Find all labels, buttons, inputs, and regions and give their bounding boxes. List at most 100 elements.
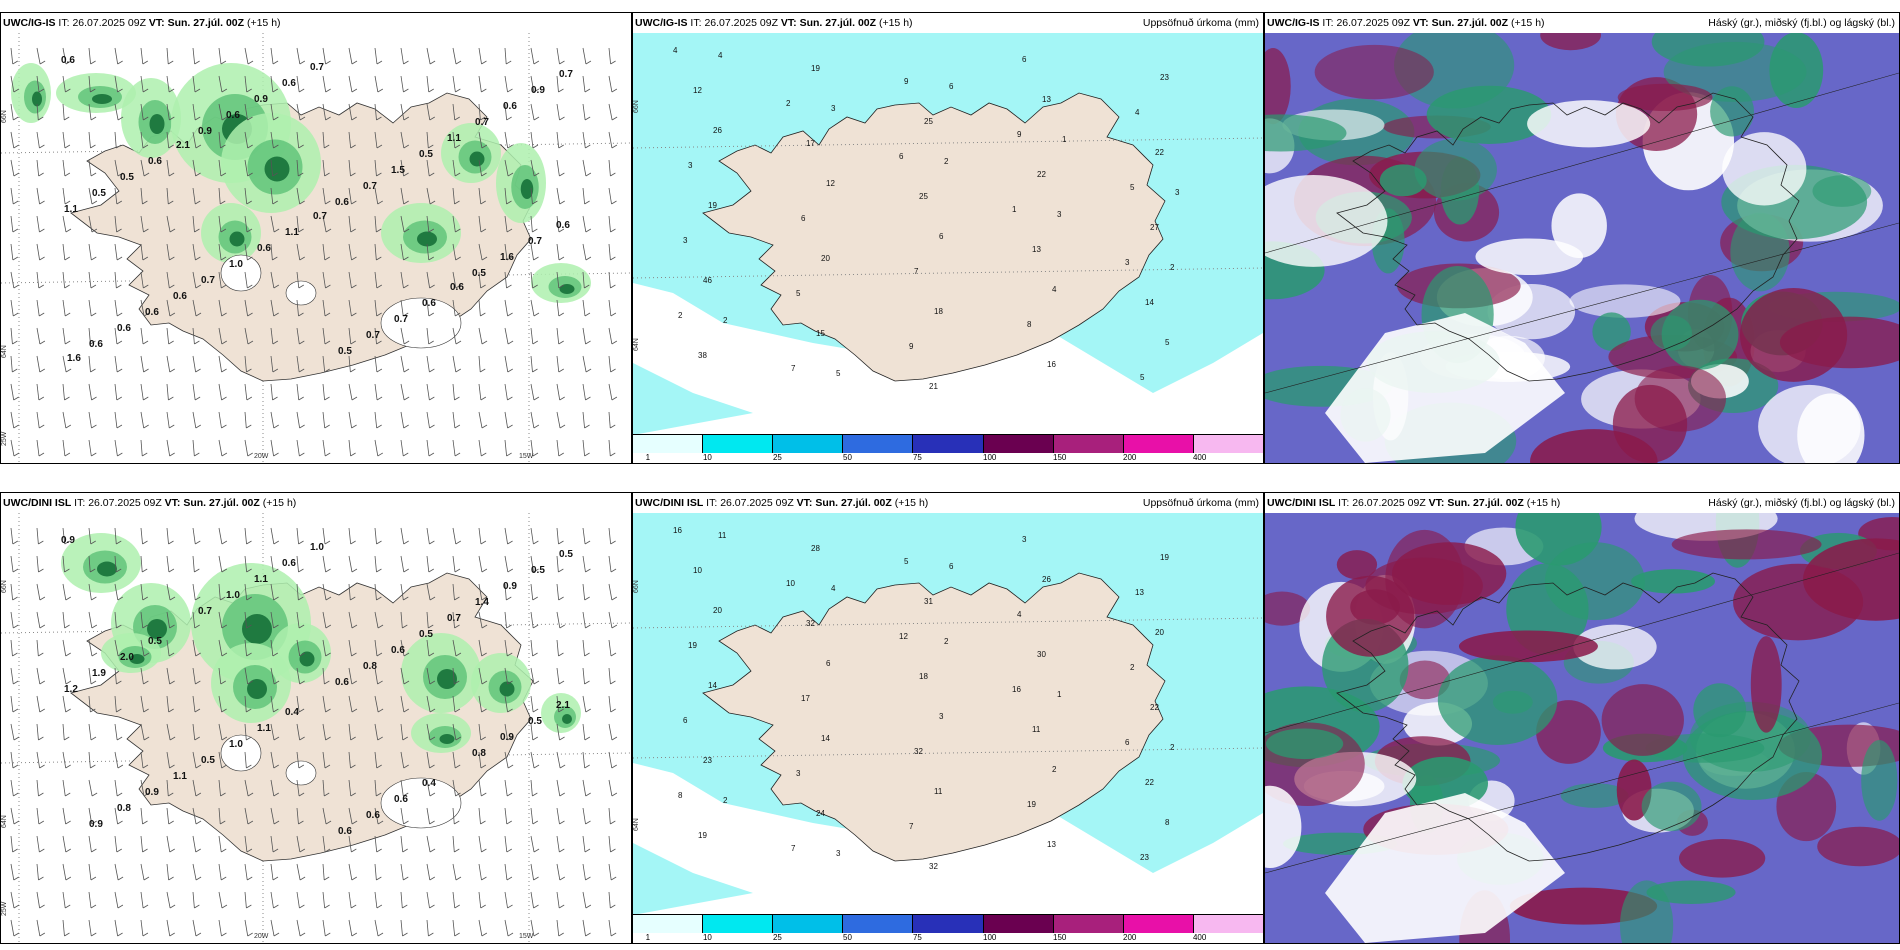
precip-value: 0.7 bbox=[447, 613, 461, 624]
precip-value: 6 bbox=[683, 716, 688, 725]
precip-value: 5 bbox=[904, 557, 909, 566]
panel-header: UWC/DINI ISL IT: 26.07.2025 09Z VT: Sun.… bbox=[1265, 493, 1899, 513]
iceland-landmass bbox=[702, 92, 1166, 382]
precip-value: 0.5 bbox=[472, 268, 486, 279]
lead-time: (+15 h) bbox=[262, 497, 297, 509]
precip-value: 22 bbox=[1155, 148, 1164, 157]
precip-value: 1.5 bbox=[391, 165, 405, 176]
it-label: IT: bbox=[1322, 17, 1334, 29]
lead-time: (+15 h) bbox=[1526, 497, 1561, 509]
iceland-outline bbox=[1336, 572, 1800, 862]
legend-tick-label: 25 bbox=[772, 453, 782, 462]
precip-value: 0.9 bbox=[531, 85, 545, 96]
legend-swatch bbox=[843, 435, 914, 453]
precip-value: 46 bbox=[703, 276, 712, 285]
precip-value: 25 bbox=[924, 117, 933, 126]
precip-value: 2 bbox=[1170, 263, 1175, 272]
lead-time: (+15 h) bbox=[246, 17, 281, 29]
precip-value: 13 bbox=[1042, 95, 1051, 104]
precip-color-legend bbox=[633, 434, 1263, 453]
map-panel-cloud-row1: UWC/IG-IS IT: 26.07.2025 09Z VT: Sun. 27… bbox=[1264, 12, 1900, 464]
legend-tick-label: 100 bbox=[983, 453, 997, 462]
cloud-map bbox=[1265, 33, 1899, 463]
precip-value: 0.6 bbox=[391, 645, 405, 656]
precip-value: 8 bbox=[678, 791, 683, 800]
precip-value: 3 bbox=[796, 769, 801, 778]
iceland-landmass bbox=[702, 572, 1166, 862]
legend-swatch bbox=[773, 435, 844, 453]
legend-swatch bbox=[1193, 915, 1263, 933]
precip-value: 23 bbox=[703, 756, 712, 765]
lat-label-66n: 66N bbox=[633, 580, 640, 593]
legend-tick-label: 10 bbox=[702, 453, 712, 462]
legend-swatch bbox=[1053, 435, 1124, 453]
precip-value: 28 bbox=[811, 544, 820, 553]
precip-value: 3 bbox=[836, 849, 841, 858]
map-panel-wind-precip-row2: UWC/DINI ISL IT: 26.07.2025 09Z VT: Sun.… bbox=[0, 492, 632, 944]
precip-value: 0.7 bbox=[201, 275, 215, 286]
map-panel-precip-row1: UWC/IG-IS IT: 26.07.2025 09Z VT: Sun. 27… bbox=[632, 12, 1264, 464]
precip-value: 0.5 bbox=[419, 149, 433, 160]
precip-value: 31 bbox=[924, 597, 933, 606]
precip-value: 6 bbox=[949, 562, 954, 571]
precip-value: 0.7 bbox=[475, 117, 489, 128]
precip-value: 21 bbox=[929, 382, 938, 391]
precip-value: 0.7 bbox=[363, 181, 377, 192]
precip-value: 0.7 bbox=[366, 330, 380, 341]
lon-label-15w: 15W bbox=[519, 933, 534, 940]
legend-swatch bbox=[1123, 915, 1194, 933]
legend-swatch bbox=[1123, 435, 1194, 453]
precip-value: 11 bbox=[934, 787, 943, 796]
cloud-layers bbox=[1265, 513, 1899, 943]
vt-label: VT: bbox=[1428, 497, 1445, 509]
it-label: IT: bbox=[58, 17, 70, 29]
precip-value: 17 bbox=[801, 694, 810, 703]
lat-label-64n: 64N bbox=[1, 815, 8, 828]
precip-value: 22 bbox=[1145, 778, 1154, 787]
precip-value: 1.1 bbox=[447, 133, 461, 144]
precip-value-labels: 0.6 0.9 0.6 0.5 0.6 0.6 0.7 1.6 0.6 0.9 1.5 0.7 0.6 0… bbox=[61, 55, 573, 364]
it-value: 26.07.2025 09Z bbox=[72, 17, 146, 29]
precip-value: 0.9 bbox=[145, 787, 159, 798]
legend-swatch bbox=[703, 435, 774, 453]
precip-value: 6 bbox=[1125, 738, 1130, 747]
precip-value: 1 bbox=[1012, 205, 1017, 214]
lon-label-15w: 15W bbox=[519, 453, 534, 460]
lon-label-20w: 20W bbox=[254, 933, 269, 940]
precip-value: 0.5 bbox=[419, 629, 433, 640]
vt-label: VT: bbox=[148, 17, 165, 29]
legend-swatch bbox=[633, 915, 704, 933]
legend-tick-label: 1 bbox=[645, 453, 651, 462]
model-name: UWC/DINI ISL bbox=[1267, 497, 1336, 509]
precip-value: 19 bbox=[1160, 553, 1169, 562]
lat-label-66n: 66N bbox=[1, 110, 8, 123]
precip-value: 2 bbox=[723, 316, 728, 325]
map-panel-wind-precip-row1: UWC/IG-IS IT: 26.07.2025 09Z VT: Sun. 27… bbox=[0, 12, 632, 464]
precip-value: 22 bbox=[1150, 703, 1159, 712]
precip-value: 19 bbox=[1027, 800, 1036, 809]
it-label: IT: bbox=[706, 497, 718, 509]
precip-value: 7 bbox=[791, 844, 796, 853]
wind-precip-map: 0.9 0.7 0.6 0.8 0.9 1.0 0.8 0.9 0.8 1.1 0.6 0.5 0.9 0… bbox=[1, 513, 631, 943]
legend-tick-label: 400 bbox=[1192, 933, 1207, 942]
cloud-layers bbox=[1265, 33, 1899, 463]
legend-tick-label: 25 bbox=[772, 933, 782, 942]
precip-value: 0.6 bbox=[338, 826, 352, 837]
it-value: 26.07.2025 09Z bbox=[88, 497, 162, 509]
precip-value: 3 bbox=[1125, 258, 1130, 267]
precip-value: 32 bbox=[914, 747, 923, 756]
precip-value: 3 bbox=[939, 712, 944, 721]
precip-value: 0.7 bbox=[310, 62, 324, 73]
precip-value: 6 bbox=[949, 82, 954, 91]
precip-value: 0.6 bbox=[145, 307, 159, 318]
precip-value: 0.6 bbox=[282, 558, 296, 569]
precip-value: 2 bbox=[944, 637, 949, 646]
precip-value: 1.1 bbox=[285, 227, 299, 238]
precip-value: 23 bbox=[1140, 853, 1149, 862]
precip-value: 0.6 bbox=[61, 55, 75, 66]
precip-value: 0.5 bbox=[148, 636, 162, 647]
precip-value: 32 bbox=[806, 619, 815, 628]
precip-value: 0.4 bbox=[285, 707, 299, 718]
lat-label-64n: 64N bbox=[1, 345, 8, 358]
precip-value: 0.8 bbox=[472, 748, 486, 759]
